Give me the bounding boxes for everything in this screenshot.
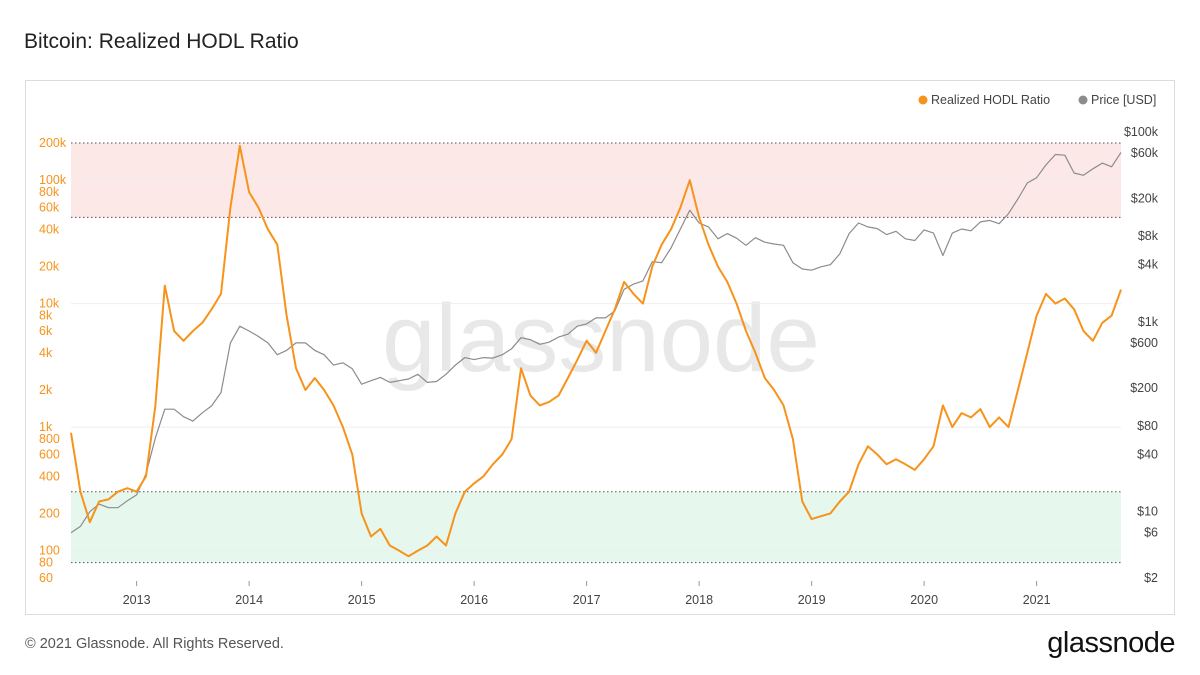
glassnode-logo: glassnode xyxy=(1047,627,1175,659)
legend-label[interactable]: Price [USD] xyxy=(1091,93,1156,107)
x-tick-label: 2019 xyxy=(798,593,826,607)
left-tick-label: 100k xyxy=(39,173,67,187)
watermark: glassnode xyxy=(382,285,820,392)
right-tick-label: $600 xyxy=(1130,336,1158,350)
x-tick-label: 2020 xyxy=(910,593,938,607)
left-tick-label: 60k xyxy=(39,201,60,215)
left-tick-label: 40k xyxy=(39,222,60,236)
x-tick-label: 2016 xyxy=(460,593,488,607)
left-tick-label: 20k xyxy=(39,259,60,273)
chart-frame: glassnode 60 80 100 200 400 600 800 1k 2k 4k 6k 8k 1… xyxy=(25,80,1175,615)
left-tick-label: 8k xyxy=(39,309,53,323)
series-lines xyxy=(70,144,1122,558)
right-tick-label: $8k xyxy=(1138,229,1159,243)
left-tick-label: 400 xyxy=(39,469,60,483)
x-tick-label: 2021 xyxy=(1023,593,1051,607)
x-tick-label: 2015 xyxy=(348,593,376,607)
left-tick-label: 1k xyxy=(39,420,53,434)
right-tick-label: $2 xyxy=(1144,571,1158,585)
left-tick-label: 800 xyxy=(39,432,60,446)
chart-title: Bitcoin: Realized HODL Ratio xyxy=(24,30,299,53)
left-tick-label: 200 xyxy=(39,506,60,520)
copyright: © 2021 Glassnode. All Rights Reserved. xyxy=(25,636,284,652)
x-tick-label: 2017 xyxy=(573,593,601,607)
right-tick-label: $10 xyxy=(1137,505,1158,519)
legend-swatch xyxy=(1078,95,1088,105)
right-tick-label: $40 xyxy=(1137,448,1158,462)
left-tick-label: 6k xyxy=(39,324,53,338)
left-tick-label: 4k xyxy=(39,346,53,360)
right-tick-label: $80 xyxy=(1137,419,1158,433)
left-tick-label: 60 xyxy=(39,571,53,585)
x-tick-label: 2013 xyxy=(123,593,151,607)
left-tick-label: 200k xyxy=(39,136,67,150)
left-tick-label: 100 xyxy=(39,544,60,558)
legend: Realized HODL Ratio Price [USD] xyxy=(918,93,1156,107)
band-bottom xyxy=(71,491,1121,563)
right-axis: $2 $6 $10 $40 $80 $200 $600 $1k $4k $8k $20k $60k $1… xyxy=(1124,125,1159,585)
right-tick-label: $20k xyxy=(1131,191,1159,205)
right-tick-label: $60k xyxy=(1131,146,1159,160)
left-tick-label: 10k xyxy=(39,297,60,311)
legend-label[interactable]: Realized HODL Ratio xyxy=(931,93,1050,107)
price-line xyxy=(70,152,1122,534)
right-tick-label: $100k xyxy=(1124,125,1159,139)
left-tick-label: 80k xyxy=(39,185,60,199)
x-tick-label: 2018 xyxy=(685,593,713,607)
left-tick-label: 80 xyxy=(39,556,53,570)
grid-lines xyxy=(71,179,1121,552)
rhodl-chart: glassnode 60801002004006008001k2k4k6k8k1… xyxy=(39,93,1159,607)
left-tick-label: 600 xyxy=(39,448,60,462)
right-tick-label: $1k xyxy=(1138,315,1159,329)
x-tick-label: 2014 xyxy=(235,593,263,607)
legend-swatch xyxy=(918,95,928,105)
rhodl-line xyxy=(70,144,1122,558)
right-tick-label: $200 xyxy=(1130,381,1158,395)
right-tick-label: $4k xyxy=(1138,258,1159,272)
x-axis: 2013 2014 2015 2016 2017 2018 2019 2020 2021 xyxy=(123,581,1051,607)
right-tick-label: $6 xyxy=(1144,526,1158,540)
left-tick-label: 2k xyxy=(39,383,53,397)
